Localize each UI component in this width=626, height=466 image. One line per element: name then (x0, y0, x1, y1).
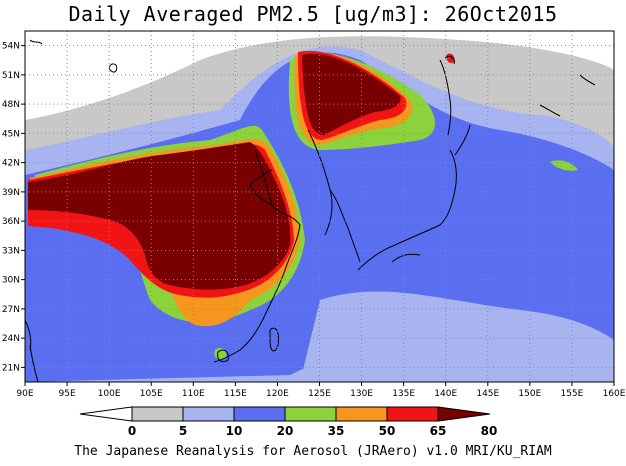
x-tick-label: 130E (350, 389, 373, 399)
colorbar-level-label: 35 (328, 424, 345, 438)
y-tick-label: 24N (2, 334, 20, 344)
y-tick-label: 21N (2, 363, 20, 373)
x-tick-label: 125E (308, 389, 331, 399)
x-tick-label: 140E (434, 389, 457, 399)
x-tick-label: 100E (98, 389, 121, 399)
y-tick-label: 51N (2, 71, 20, 81)
colorbar-box (386, 406, 439, 422)
dark-red-region (28, 142, 291, 290)
y-tick-label: 54N (2, 42, 20, 52)
y-tick-label: 39N (2, 188, 20, 198)
latitude-axis: 21N 24N 27N 30N 33N 36N 39N 42N 45N 48N 51N 54N (2, 42, 25, 373)
colorbar-box (182, 406, 235, 422)
y-tick-label: 45N (2, 129, 20, 139)
x-tick-label: 150E (518, 389, 541, 399)
colorbar-level-label: 0 (128, 424, 136, 438)
x-tick-label: 90E (16, 389, 33, 399)
y-tick-label: 48N (2, 100, 20, 110)
footer-credit: The Japanese Reanalysis for Aerosol (JRA… (74, 444, 552, 459)
colorbar-box (335, 406, 388, 422)
colorbar-level-label: 50 (379, 424, 396, 438)
y-tick-label: 36N (2, 217, 20, 227)
y-tick-label: 30N (2, 276, 20, 286)
colorbar-level-label: 20 (277, 424, 294, 438)
x-tick-label: 115E (224, 389, 247, 399)
colorbar-box (233, 406, 286, 422)
y-tick-label: 33N (2, 246, 20, 256)
longitude-axis: 90E 95E 100E 105E 110E 115E 120E 125E 130E 135E 14… (16, 382, 626, 399)
coastlines (25, 39, 596, 382)
x-tick-label: 135E (392, 389, 415, 399)
colorbar-box (284, 406, 337, 422)
x-tick-label: 110E (182, 389, 205, 399)
colorbar-box (131, 406, 184, 422)
colorbar-high-triangle (437, 406, 491, 422)
y-tick-label: 27N (2, 305, 20, 315)
x-tick-label: 120E (266, 389, 289, 399)
colorbar: 0 5 10 20 35 50 65 80 (79, 406, 498, 438)
x-tick-label: 155E (560, 389, 583, 399)
colorbar-level-label: 80 (481, 424, 498, 438)
gridlines (25, 31, 614, 382)
x-tick-label: 160E (603, 389, 626, 399)
x-tick-label: 95E (59, 389, 76, 399)
y-tick-label: 42N (2, 159, 20, 169)
x-tick-label: 145E (476, 389, 499, 399)
x-tick-label: 105E (140, 389, 163, 399)
colorbar-level-label: 10 (226, 424, 243, 438)
map-title: Daily Averaged PM2.5 [ug/m3]: 26Oct2015 (68, 2, 558, 26)
colorbar-low-triangle (79, 406, 133, 422)
colorbar-level-label: 65 (430, 424, 447, 438)
colorbar-level-label: 5 (179, 424, 187, 438)
